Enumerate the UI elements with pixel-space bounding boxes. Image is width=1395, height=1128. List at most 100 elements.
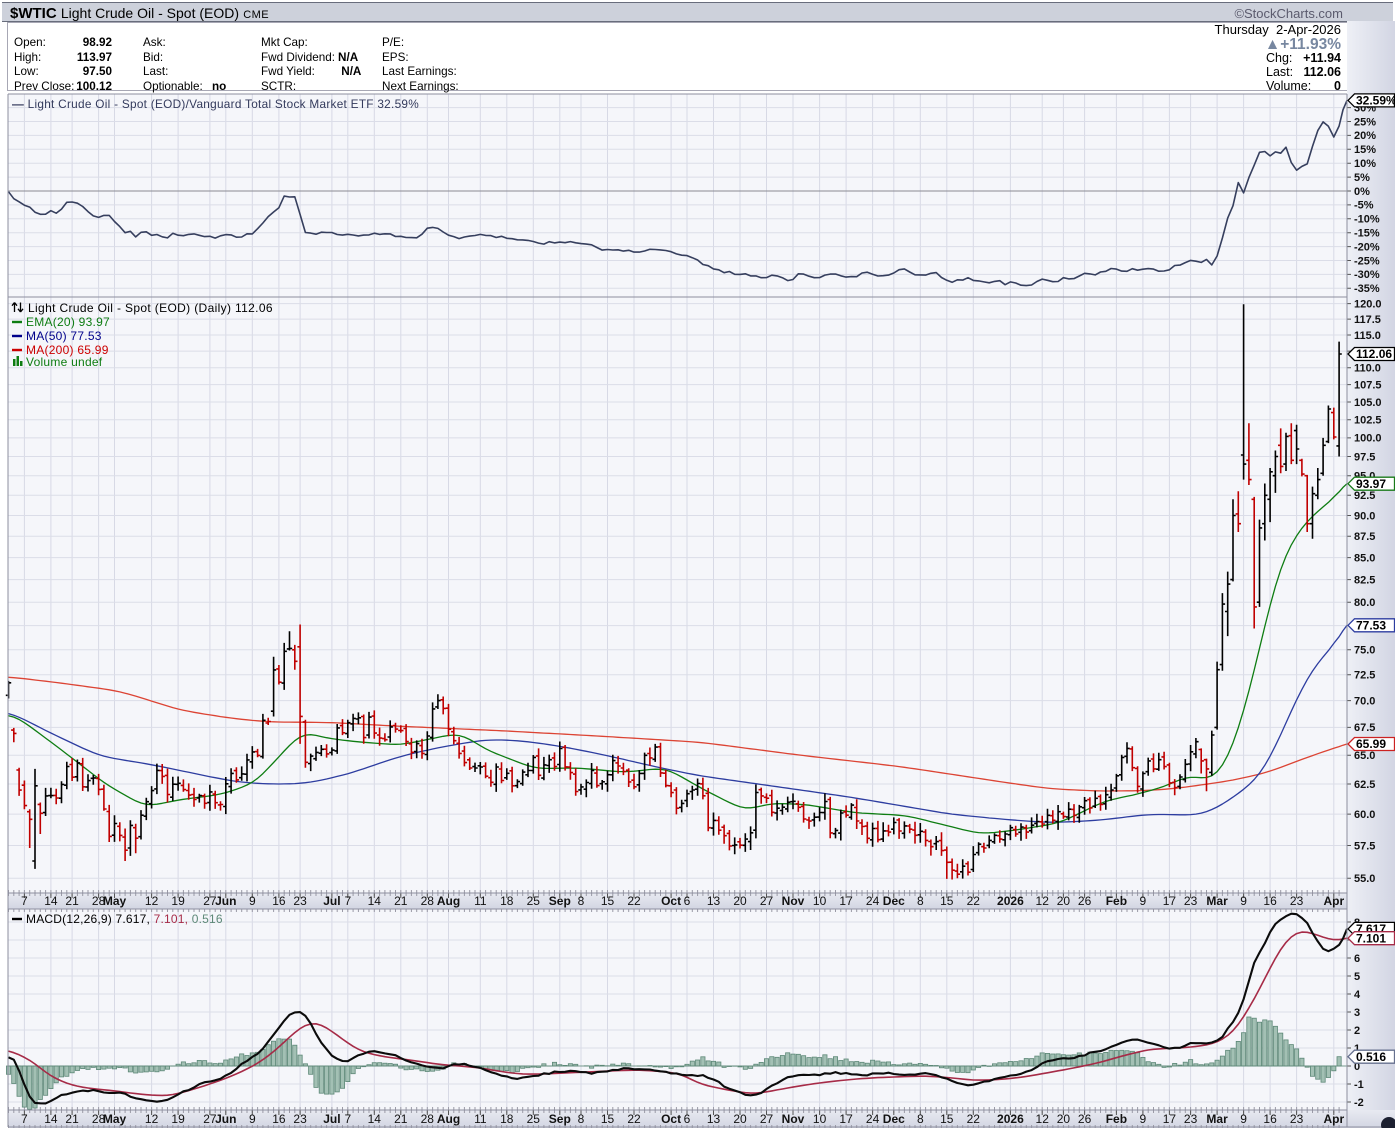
- svg-text:Jul: Jul: [323, 1112, 340, 1126]
- svg-text:8: 8: [578, 894, 585, 908]
- svg-text:Nov: Nov: [782, 1112, 805, 1126]
- svg-text:Sep: Sep: [549, 1112, 571, 1126]
- svg-text:115.0: 115.0: [1354, 330, 1381, 342]
- svg-text:28: 28: [92, 1112, 106, 1126]
- svg-text:MA(200) 65.99: MA(200) 65.99: [26, 343, 109, 357]
- svg-text:20: 20: [733, 1112, 747, 1126]
- svg-text:23: 23: [293, 1112, 307, 1126]
- svg-text:92.5: 92.5: [1354, 490, 1375, 502]
- svg-text:Jun: Jun: [215, 1112, 236, 1126]
- svg-text:Volume undef: Volume undef: [26, 355, 103, 369]
- svg-text:20: 20: [733, 894, 747, 908]
- svg-text:-20%: -20%: [1354, 241, 1380, 253]
- svg-text:22: 22: [967, 1112, 981, 1126]
- svg-text:-35%: -35%: [1354, 283, 1380, 295]
- svg-text:11: 11: [474, 1112, 487, 1126]
- svg-text:May: May: [103, 1112, 127, 1126]
- svg-text:17: 17: [839, 894, 853, 908]
- svg-text:26: 26: [1078, 1112, 1092, 1126]
- svg-text:Apr: Apr: [1323, 1112, 1344, 1126]
- svg-text:22: 22: [627, 1112, 641, 1126]
- svg-text:Oct: Oct: [661, 1112, 681, 1126]
- svg-text:27: 27: [760, 894, 774, 908]
- svg-text:2026: 2026: [997, 1112, 1024, 1126]
- svg-text:9: 9: [1240, 894, 1247, 908]
- svg-text:-25%: -25%: [1354, 255, 1380, 267]
- svg-text:15%: 15%: [1354, 144, 1376, 156]
- svg-text:10: 10: [813, 894, 827, 908]
- svg-text:3: 3: [1354, 1007, 1360, 1019]
- svg-text:17: 17: [839, 1112, 853, 1126]
- svg-text:77.53: 77.53: [1356, 619, 1386, 633]
- svg-text:107.5: 107.5: [1354, 379, 1382, 391]
- svg-text:75.0: 75.0: [1354, 645, 1375, 657]
- svg-text:9: 9: [1140, 1112, 1147, 1126]
- svg-text:27: 27: [203, 1112, 217, 1126]
- svg-text:Apr: Apr: [1323, 894, 1344, 908]
- svg-text:93.97: 93.97: [1356, 477, 1386, 491]
- svg-text:110.0: 110.0: [1354, 363, 1381, 375]
- svg-text:117.5: 117.5: [1354, 314, 1381, 326]
- svg-text:12: 12: [145, 1112, 159, 1126]
- svg-text:97.5: 97.5: [1354, 451, 1375, 463]
- svg-text:— Light Crude Oil - Spot (EOD): — Light Crude Oil - Spot (EOD)/Vanguard …: [12, 97, 419, 111]
- svg-text:6: 6: [684, 894, 691, 908]
- svg-text:18: 18: [500, 894, 514, 908]
- svg-text:Nov: Nov: [782, 894, 805, 908]
- svg-text:23: 23: [1290, 894, 1304, 908]
- svg-text:23: 23: [293, 894, 307, 908]
- svg-text:0%: 0%: [1354, 186, 1370, 198]
- svg-text:8: 8: [917, 894, 924, 908]
- svg-text:14: 14: [368, 1112, 382, 1126]
- svg-text:Feb: Feb: [1106, 1112, 1127, 1126]
- svg-text:21: 21: [394, 1112, 408, 1126]
- svg-text:65.0: 65.0: [1354, 750, 1375, 762]
- svg-text:MACD(12,26,9) 7.617, 7.101, 0.: MACD(12,26,9) 7.617, 7.101, 0.516: [26, 912, 223, 926]
- svg-text:Aug: Aug: [437, 1112, 460, 1126]
- svg-text:-1: -1: [1354, 1079, 1364, 1091]
- svg-text:14: 14: [44, 1112, 58, 1126]
- svg-text:16: 16: [272, 1112, 286, 1126]
- svg-text:21: 21: [394, 894, 408, 908]
- svg-text:6: 6: [684, 1112, 691, 1126]
- svg-text:80.0: 80.0: [1354, 597, 1375, 609]
- svg-text:26: 26: [1078, 894, 1092, 908]
- svg-text:-30%: -30%: [1354, 269, 1380, 281]
- svg-text:7: 7: [344, 894, 351, 908]
- svg-text:12: 12: [145, 894, 159, 908]
- svg-text:21: 21: [65, 1112, 79, 1126]
- svg-text:-10%: -10%: [1354, 214, 1380, 226]
- svg-text:13: 13: [707, 894, 721, 908]
- svg-text:Feb: Feb: [1106, 894, 1127, 908]
- svg-text:7: 7: [21, 894, 28, 908]
- svg-text:Light Crude Oil - Spot (EOD) (: Light Crude Oil - Spot (EOD) (Daily) 112…: [28, 301, 273, 315]
- svg-text:100.0: 100.0: [1354, 433, 1382, 445]
- svg-text:2026: 2026: [997, 894, 1024, 908]
- svg-text:Jun: Jun: [215, 894, 236, 908]
- svg-text:Oct: Oct: [661, 894, 681, 908]
- svg-text:14: 14: [368, 894, 382, 908]
- svg-text:Dec: Dec: [883, 894, 905, 908]
- svg-text:90.0: 90.0: [1354, 510, 1375, 522]
- svg-text:72.5: 72.5: [1354, 670, 1375, 682]
- svg-text:21: 21: [65, 894, 79, 908]
- svg-text:1: 1: [1354, 1043, 1360, 1055]
- svg-text:28: 28: [421, 1112, 435, 1126]
- svg-text:MA(50) 77.53: MA(50) 77.53: [26, 329, 102, 343]
- svg-text:70.0: 70.0: [1354, 695, 1375, 707]
- svg-text:20%: 20%: [1354, 130, 1376, 142]
- svg-text:8: 8: [578, 1112, 585, 1126]
- svg-text:22: 22: [967, 894, 981, 908]
- svg-text:10: 10: [813, 1112, 827, 1126]
- svg-text:10%: 10%: [1354, 158, 1376, 170]
- svg-text:12: 12: [1036, 1112, 1050, 1126]
- svg-text:-2: -2: [1354, 1097, 1364, 1109]
- svg-text:EMA(20) 93.97: EMA(20) 93.97: [26, 315, 110, 329]
- svg-text:5: 5: [1354, 971, 1360, 983]
- svg-text:20: 20: [1057, 1112, 1071, 1126]
- svg-text:4: 4: [1354, 989, 1361, 1001]
- svg-text:17: 17: [1163, 1112, 1177, 1126]
- svg-text:112.06: 112.06: [1356, 347, 1392, 361]
- svg-text:27: 27: [760, 1112, 774, 1126]
- svg-text:23: 23: [1184, 1112, 1198, 1126]
